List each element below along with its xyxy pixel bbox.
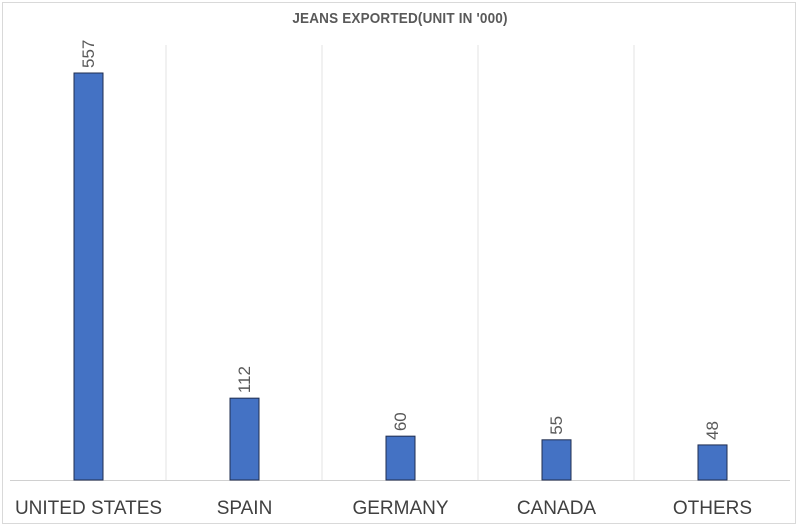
bars [73,72,728,481]
bar-germany [385,435,416,481]
value-label: 48 [703,421,722,440]
chart-title: JEANS EXPORTED(UNIT IN '000) [292,10,508,27]
category-label: UNITED STATES [15,498,162,519]
bar-united-states [73,72,104,481]
category-label: CANADA [517,498,597,519]
category-label: SPAIN [217,498,273,519]
value-label: 55 [547,416,566,435]
value-label: 60 [391,412,410,431]
value-labels: 557 112 60 55 48 [79,40,722,440]
value-label: 112 [235,366,254,393]
bar-canada [541,439,572,481]
value-label: 557 [79,40,98,68]
bar-others [697,444,728,481]
bar-spain [229,397,260,481]
category-label: OTHERS [673,498,752,519]
grid-lines [10,45,790,481]
category-labels: UNITED STATES SPAIN GERMANY CANADA OTHERS [15,498,752,519]
category-label: GERMANY [352,498,448,519]
